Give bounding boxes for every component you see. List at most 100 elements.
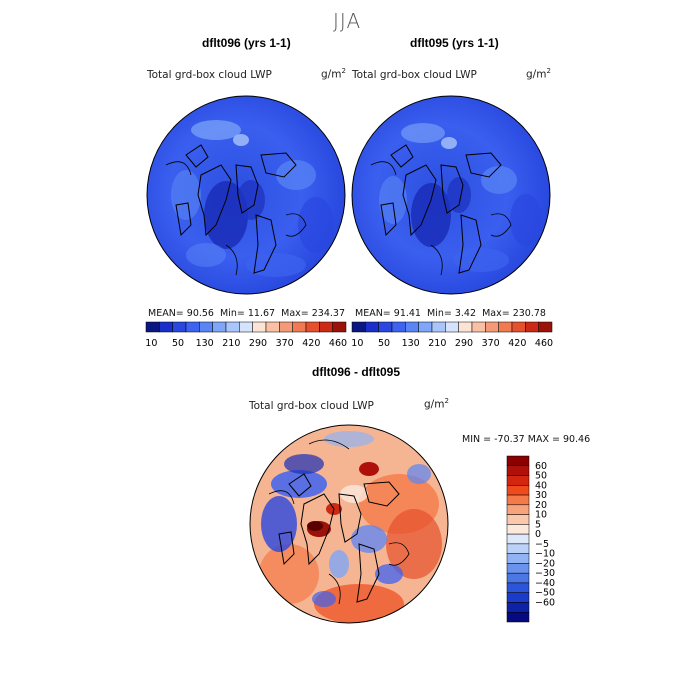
- diff-colorbar-swatch: [506, 485, 530, 496]
- left-colorbar-swatch: [292, 321, 307, 333]
- right-colorbar-label: 50: [378, 338, 390, 349]
- diff-colorbar-swatch: [506, 514, 530, 525]
- diff-colorbar-swatch: [506, 533, 530, 545]
- diff-colorbar-swatch: [506, 582, 530, 593]
- diff-colorbar-swatch: [506, 524, 530, 535]
- diff-colorbar-swatch: [506, 543, 530, 554]
- season-title: JJA: [333, 9, 362, 33]
- diff-field-name: Total grd-box cloud LWP: [249, 400, 374, 412]
- diff-colorbar-label: −20: [535, 558, 555, 569]
- left-min: Min= 11.67: [220, 308, 276, 319]
- left-colorbar-swatch: [225, 321, 240, 333]
- left-colorbar-swatch: [185, 321, 200, 333]
- right-stats: MEAN= 91.41 Min= 3.42 Max= 230.78: [355, 308, 546, 319]
- left-colorbar: 10 50 130 210 290 370 420 460: [145, 321, 347, 349]
- diff-colorbar-label: −5: [535, 539, 549, 550]
- left-colorbar-label: 460: [329, 338, 347, 349]
- diff-colorbar-swatch: [506, 611, 530, 623]
- right-colorbar-label: 460: [535, 338, 553, 349]
- left-field-name: Total grd-box cloud LWP: [147, 69, 272, 81]
- left-colorbar-label: 130: [196, 338, 214, 349]
- right-colorbar-swatch: [405, 321, 419, 333]
- diff-colorbar-swatch: [506, 572, 530, 584]
- left-colorbar-swatch: [239, 321, 253, 333]
- diff-colorbar-label: 50: [535, 471, 547, 482]
- right-colorbar-swatch: [458, 321, 473, 333]
- left-units: g/m2: [321, 67, 346, 81]
- diff-colorbar-swatch: [506, 563, 530, 574]
- right-colorbar-label: 130: [402, 338, 420, 349]
- right-colorbar-swatch: [418, 321, 433, 333]
- diff-polar-map: [249, 424, 449, 624]
- left-colorbar-swatch: [212, 321, 227, 333]
- right-colorbar-swatch: [351, 321, 366, 333]
- right-colorbar-swatch: [391, 321, 406, 333]
- right-colorbar-swatch: [431, 321, 446, 333]
- right-mean: MEAN= 91.41: [355, 308, 421, 319]
- right-colorbar-swatch: [378, 321, 393, 333]
- left-mean: MEAN= 90.56: [148, 308, 214, 319]
- diff-colorbar-label: −10: [535, 549, 555, 560]
- left-colorbar-label: 50: [172, 338, 184, 349]
- right-colorbar-label: 290: [455, 338, 473, 349]
- diff-colorbar-label: 30: [535, 490, 547, 501]
- diff-colorbar-swatch: [506, 475, 530, 486]
- left-colorbar-swatch: [172, 321, 187, 333]
- diff-minmax: MIN = -70.37 MAX = 90.46: [462, 434, 591, 445]
- right-colorbar-label: 370: [482, 338, 500, 349]
- diff-colorbar-swatch: [506, 504, 530, 515]
- right-case-title: dflt095 (yrs 1-1): [410, 36, 499, 50]
- right-colorbar: 10 50 130 210 290 370 420 460: [351, 321, 553, 349]
- left-colorbar-swatch: [199, 321, 213, 333]
- diff-colorbar-swatch: [506, 592, 530, 603]
- diff-colorbar-label: −60: [535, 597, 555, 608]
- diff-colorbar-swatch: [506, 494, 530, 506]
- right-colorbar-label: 210: [428, 338, 446, 349]
- left-polar-map: [146, 95, 346, 295]
- diff-colorbar-label: 40: [535, 480, 547, 491]
- left-colorbar-swatch: [252, 321, 267, 333]
- left-colorbar-swatch: [279, 321, 293, 333]
- diff-colorbar-swatch: [506, 455, 530, 467]
- left-colorbar-label: 10: [145, 338, 157, 349]
- diff-colorbar-label: −30: [535, 568, 555, 579]
- left-colorbar-label: 210: [222, 338, 240, 349]
- right-colorbar-swatch: [485, 321, 499, 333]
- left-stats: MEAN= 90.56 Min= 11.67 Max= 234.37: [148, 308, 345, 319]
- left-colorbar-swatch: [265, 321, 280, 333]
- right-field-name: Total grd-box cloud LWP: [352, 69, 477, 81]
- right-max: Max= 230.78: [482, 308, 546, 319]
- right-colorbar-swatch: [511, 321, 526, 333]
- diff-colorbar-label: 60: [535, 461, 547, 472]
- left-max: Max= 234.37: [281, 308, 345, 319]
- diff-colorbar-label: −40: [535, 578, 555, 589]
- right-min: Min= 3.42: [427, 308, 477, 319]
- diff-case-title: dflt096 - dflt095: [312, 365, 401, 379]
- right-colorbar-swatch: [538, 321, 553, 333]
- diff-colorbar-swatch: [506, 602, 530, 613]
- right-units: g/m2: [526, 67, 551, 81]
- left-colorbar-label: 370: [276, 338, 294, 349]
- right-colorbar-label: 420: [508, 338, 526, 349]
- left-colorbar-label: 420: [302, 338, 320, 349]
- left-colorbar-swatch: [319, 321, 333, 333]
- right-polar-map: [351, 95, 551, 295]
- diff-colorbar-swatch: [506, 553, 530, 564]
- right-colorbar-swatch: [471, 321, 486, 333]
- diff-units: g/m2: [424, 397, 449, 411]
- diff-colorbar-label: 10: [535, 510, 547, 521]
- diff-colorbar-label: 5: [535, 519, 541, 530]
- diff-colorbar-label: 0: [535, 529, 541, 540]
- diff-colorbar-label: −50: [535, 588, 555, 599]
- left-case-title: dflt096 (yrs 1-1): [202, 36, 291, 50]
- right-colorbar-swatch: [525, 321, 539, 333]
- diff-colorbar-label: 20: [535, 500, 547, 511]
- left-colorbar-swatch: [159, 321, 173, 333]
- right-colorbar-swatch: [445, 321, 459, 333]
- left-colorbar-swatch: [305, 321, 320, 333]
- right-colorbar-swatch: [498, 321, 513, 333]
- left-colorbar-swatch: [332, 321, 347, 333]
- left-colorbar-label: 290: [249, 338, 267, 349]
- right-colorbar-label: 10: [351, 338, 363, 349]
